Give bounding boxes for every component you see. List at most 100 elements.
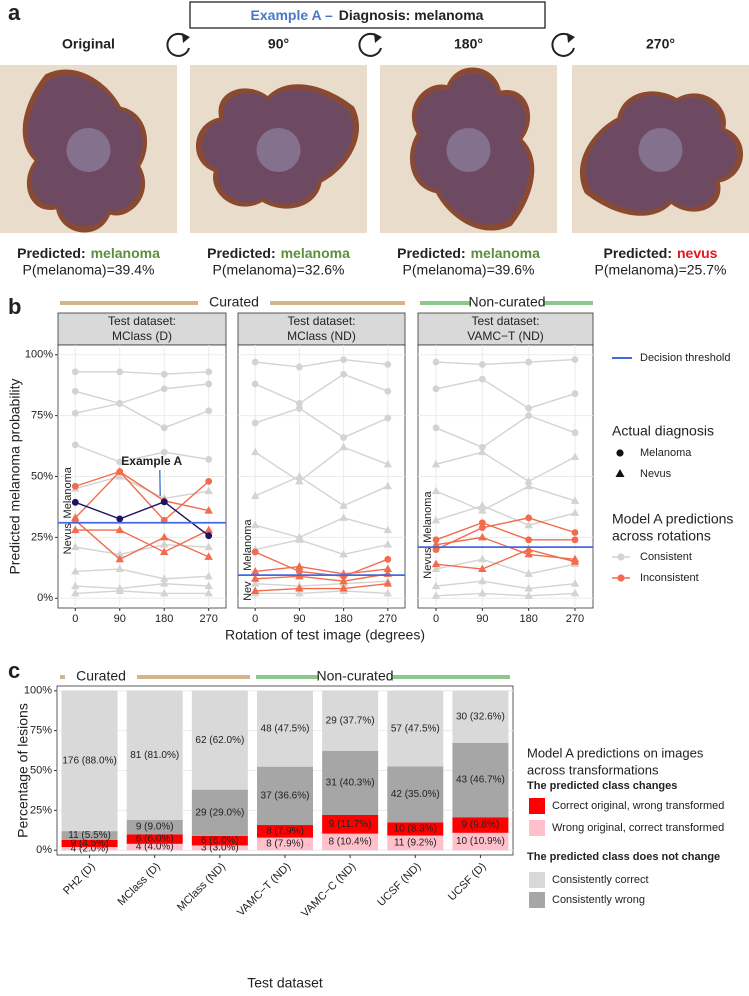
series-line bbox=[435, 517, 576, 551]
data-point bbox=[432, 424, 440, 432]
group-label: Non-curated bbox=[316, 668, 393, 684]
data-point bbox=[570, 452, 580, 461]
bar-segment bbox=[452, 742, 509, 818]
data-point bbox=[295, 568, 303, 575]
data-point bbox=[205, 456, 213, 463]
rotate-arrow bbox=[182, 33, 190, 43]
value-label: 42 (35.0%) bbox=[391, 789, 440, 800]
data-point bbox=[431, 559, 441, 568]
bar-segment bbox=[452, 690, 509, 743]
series-line bbox=[255, 565, 388, 575]
data-point bbox=[339, 442, 348, 451]
data-point bbox=[116, 458, 124, 466]
bar-segment bbox=[257, 825, 313, 838]
lesion-center bbox=[446, 128, 491, 172]
data-point bbox=[478, 532, 487, 541]
prediction: Predicted: melanoma bbox=[397, 245, 540, 261]
data-point bbox=[340, 434, 348, 441]
value-label: 29 (29.0%) bbox=[195, 807, 244, 818]
data-point bbox=[71, 566, 80, 575]
series-line bbox=[435, 548, 576, 570]
data-point bbox=[205, 477, 213, 485]
series-line bbox=[255, 358, 388, 368]
data-point bbox=[250, 566, 260, 575]
rotate-arrow bbox=[567, 33, 575, 43]
data-point bbox=[115, 467, 124, 475]
x-tick-label: 270 bbox=[566, 613, 584, 625]
data-point bbox=[571, 390, 579, 398]
value-label: 6 (6.0%) bbox=[136, 834, 174, 845]
data-point bbox=[115, 554, 124, 563]
data-point bbox=[250, 491, 260, 499]
y-tick-label: 100% bbox=[25, 349, 53, 361]
data-point bbox=[383, 588, 393, 597]
y-tick-label: 100% bbox=[24, 685, 52, 697]
value-label: 30 (32.6%) bbox=[456, 711, 505, 722]
series-line bbox=[74, 519, 209, 561]
data-point bbox=[478, 443, 486, 451]
value-label: 37 (36.6%) bbox=[261, 790, 310, 801]
data-point bbox=[524, 520, 533, 529]
value-label: 6 (6.0%) bbox=[201, 835, 239, 846]
data-point bbox=[431, 564, 441, 573]
data-point bbox=[383, 459, 393, 468]
series-line bbox=[75, 501, 210, 537]
x-tick-label: 90 bbox=[476, 613, 488, 625]
x-tick-label: 90 bbox=[114, 613, 126, 625]
legend-header: The predicted class changes bbox=[527, 780, 677, 792]
x-axis-label: Test dataset bbox=[247, 975, 323, 991]
data-point bbox=[250, 574, 260, 582]
data-point bbox=[115, 472, 124, 480]
data-point bbox=[115, 549, 124, 558]
data-point bbox=[478, 361, 486, 368]
data-point bbox=[205, 368, 213, 376]
series-line bbox=[74, 470, 209, 519]
data-point bbox=[71, 498, 79, 506]
data-point bbox=[570, 588, 580, 597]
data-point bbox=[250, 447, 260, 456]
title-box bbox=[189, 1, 546, 29]
data-point bbox=[71, 441, 79, 449]
value-label: 10 (10.9%) bbox=[456, 836, 505, 847]
y-tick-label: 75% bbox=[31, 410, 53, 422]
data-point bbox=[478, 375, 486, 383]
data-point bbox=[295, 535, 304, 543]
data-point bbox=[571, 356, 579, 364]
panel-label: c bbox=[8, 658, 20, 683]
data-point bbox=[339, 549, 348, 558]
legend-label: Consistently correct bbox=[552, 874, 649, 886]
prediction-prefix: Predicted: bbox=[397, 245, 465, 261]
x-tick-label: MClass (D) bbox=[116, 861, 163, 908]
bar-segment bbox=[126, 843, 183, 851]
data-point bbox=[339, 513, 348, 521]
bar-segment bbox=[191, 690, 248, 790]
bar-segment bbox=[322, 814, 379, 834]
data-point bbox=[295, 404, 303, 412]
probability: P(melanoma)=39.6% bbox=[403, 262, 535, 278]
data-point bbox=[205, 380, 213, 388]
probability: P(melanoma)=32.6% bbox=[213, 262, 345, 278]
value-label: 48 (47.5%) bbox=[261, 723, 310, 734]
data-point bbox=[204, 588, 213, 597]
legend-key bbox=[529, 798, 545, 814]
x-tick-label: 180 bbox=[334, 613, 352, 625]
data-point bbox=[383, 579, 393, 587]
prediction: Predicted: melanoma bbox=[207, 245, 350, 261]
data-point bbox=[251, 358, 259, 366]
series-line bbox=[75, 402, 209, 429]
legend-label: Nevus bbox=[640, 468, 672, 480]
legend-label: Decision threshold bbox=[640, 352, 731, 364]
data-point bbox=[478, 554, 487, 563]
bar-segment bbox=[452, 832, 509, 851]
series-line bbox=[254, 407, 389, 439]
lesion-center bbox=[638, 128, 683, 172]
value-label: 29 (37.7%) bbox=[326, 715, 375, 726]
data-point bbox=[525, 358, 533, 366]
probability: P(melanoma)=39.4% bbox=[23, 262, 155, 278]
group-label: Curated bbox=[209, 294, 259, 310]
data-point bbox=[525, 514, 533, 522]
series-line bbox=[435, 485, 576, 512]
x-tick-label: MClass (ND) bbox=[175, 861, 228, 914]
y-tick-label: 0% bbox=[36, 844, 52, 856]
